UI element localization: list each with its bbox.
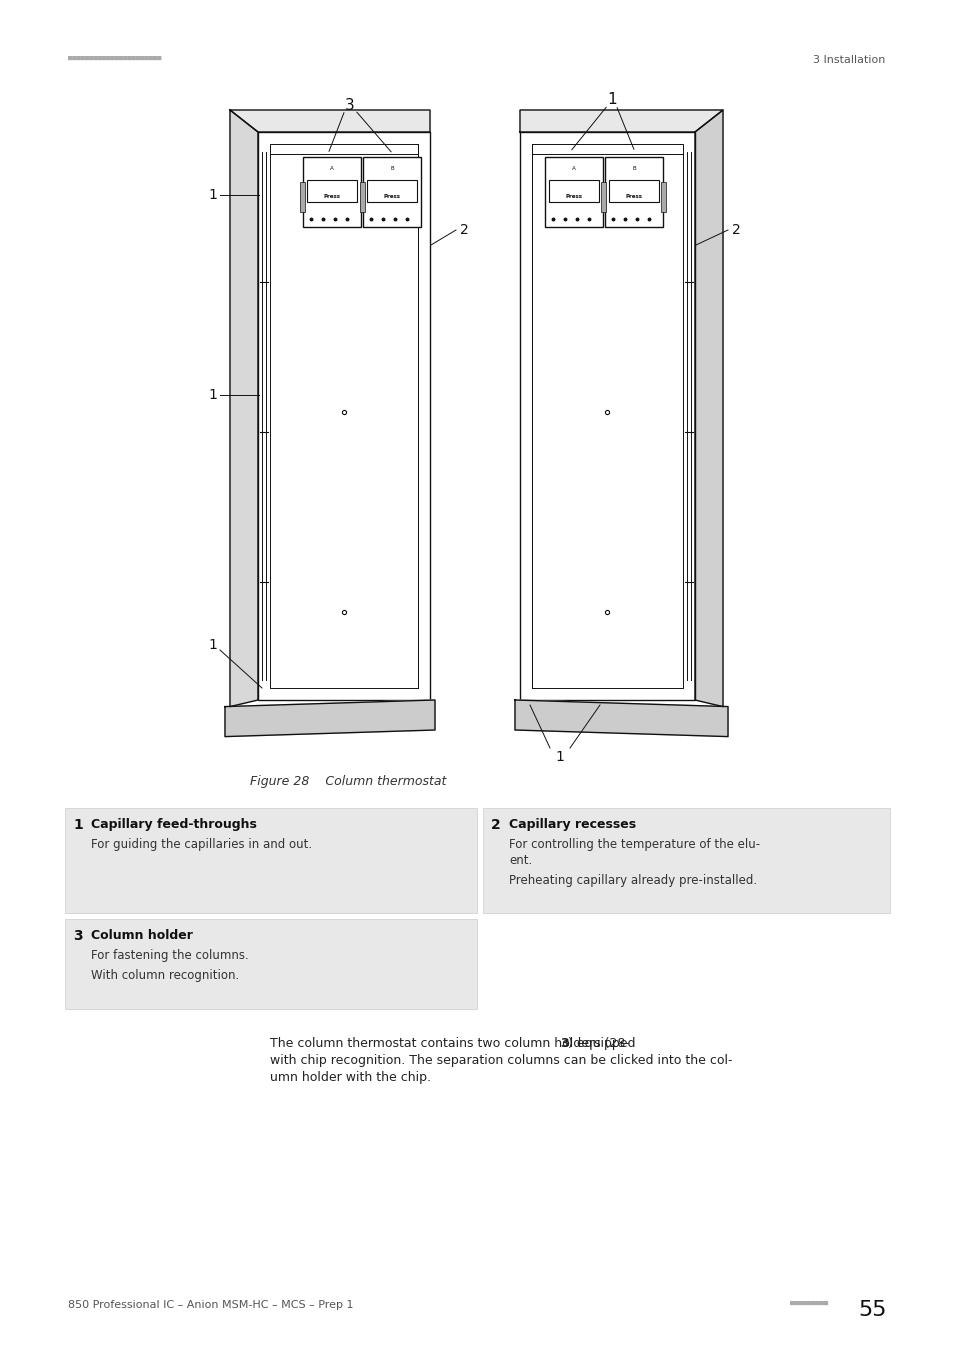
Bar [303,157,360,227]
Polygon shape [225,701,435,737]
Text: 55: 55 [858,1300,886,1320]
Text: 2: 2 [459,223,468,238]
Bar [257,132,430,701]
Bar [65,919,476,1008]
Text: Figure 28    Column thermostat: Figure 28 Column thermostat [250,775,446,788]
Bar [532,144,682,688]
Text: For fastening the columns.: For fastening the columns. [91,949,249,963]
Text: 1: 1 [555,751,564,764]
Text: 1: 1 [606,93,617,108]
Text: For controlling the temperature of the elu-: For controlling the temperature of the e… [509,838,760,850]
Text: umn holder with the chip.: umn holder with the chip. [270,1071,431,1084]
Text: 3: 3 [345,97,355,112]
Polygon shape [519,109,722,132]
Text: Capillary feed-throughs: Capillary feed-throughs [91,818,256,832]
Bar [482,809,889,913]
Text: With column recognition.: With column recognition. [91,969,239,981]
Text: ■■■■■■■■■: ■■■■■■■■■ [789,1300,827,1305]
Text: ) equipped: ) equipped [567,1037,635,1050]
Bar [299,182,305,212]
Text: For guiding the capillaries in and out.: For guiding the capillaries in and out. [91,838,312,850]
Bar [548,180,598,202]
Polygon shape [515,701,727,737]
Bar [367,180,416,202]
Text: 3 Installation: 3 Installation [812,55,884,65]
Text: ent.: ent. [509,855,532,867]
Text: 1: 1 [73,818,83,832]
Bar [608,180,659,202]
Text: Press: Press [625,194,641,200]
Bar [363,157,420,227]
Text: 2: 2 [491,818,500,832]
Bar [307,180,356,202]
Text: 1: 1 [208,639,216,652]
Text: 3: 3 [73,929,83,944]
Bar [519,132,695,701]
Text: 1: 1 [208,188,216,202]
Text: Press: Press [383,194,400,200]
Text: Press: Press [323,194,340,200]
Text: 3: 3 [559,1037,568,1050]
Text: The column thermostat contains two column holders (28-: The column thermostat contains two colum… [270,1037,629,1050]
Bar [600,182,605,212]
Polygon shape [695,109,722,706]
Text: with chip recognition. The separation columns can be clicked into the col-: with chip recognition. The separation co… [270,1054,732,1067]
Text: Press: Press [565,194,582,200]
Text: Capillary recesses: Capillary recesses [509,818,636,832]
Bar [65,809,476,913]
Polygon shape [230,109,257,706]
Text: B: B [632,166,635,171]
Text: B: B [390,166,394,171]
Text: ■■■■■■■■■■■■■■■■■■■■■■: ■■■■■■■■■■■■■■■■■■■■■■ [68,55,161,61]
Polygon shape [230,109,430,132]
Text: A: A [572,166,576,171]
Bar [270,144,417,688]
Bar [604,157,662,227]
Text: 2: 2 [731,223,740,238]
Text: 1: 1 [208,387,216,402]
Bar [660,182,665,212]
Bar [359,182,365,212]
Text: Column holder: Column holder [91,929,193,942]
Text: 850 Professional IC – Anion MSM-HC – MCS – Prep 1: 850 Professional IC – Anion MSM-HC – MCS… [68,1300,354,1310]
Text: A: A [330,166,334,171]
Text: Preheating capillary already pre-installed.: Preheating capillary already pre-install… [509,873,757,887]
Bar [544,157,602,227]
